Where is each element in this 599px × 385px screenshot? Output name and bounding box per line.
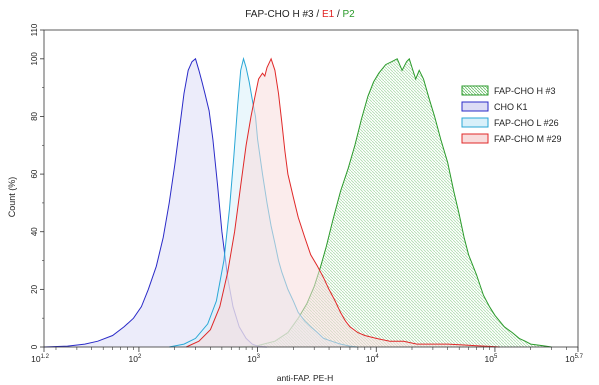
legend-label-3: FAP-CHO M #29 [494, 134, 562, 144]
x-tick-label: 104 [366, 354, 379, 364]
x-tick-label: 105 [485, 354, 498, 364]
series-line-0 [239, 57, 552, 348]
series-area-1 [44, 58, 267, 348]
y-tick-label: 0 [30, 344, 39, 349]
chart-title: FAP-CHO H #3 / E1 / P2 [245, 9, 355, 20]
y-tick-label: 20 [30, 284, 39, 293]
axes: 0 20 40 60 80 100 110 101.2 102 103 104 105 105.7 [30, 23, 584, 364]
x-tick-label: 103 [247, 354, 260, 364]
y-tick-label: 80 [30, 111, 39, 120]
title-part-0: FAP-CHO H #3 [245, 9, 314, 20]
plot-frame [43, 29, 579, 348]
legend: FAP-CHO H #3 CHO K1 FAP-CHO L #26 FAP-CHO M… [461, 85, 562, 144]
x-tick-label: 105.7 [565, 354, 583, 364]
title-part-1: / [314, 9, 322, 20]
plot-area [43, 56, 552, 348]
y-tick-label: 40 [30, 227, 39, 236]
legend-label-2: FAP-CHO L #26 [494, 118, 559, 128]
y-tick-label: 110 [30, 23, 39, 36]
legend-label-0: FAP-CHO H #3 [494, 86, 556, 96]
legend-label-1: CHO K1 [494, 102, 528, 112]
title-part-3: / [334, 9, 342, 20]
y-axis-label: Count (%) [7, 177, 17, 218]
x-axis-label: anti-FAP. PE-H [277, 373, 334, 383]
x-tick-label: 101.2 [31, 354, 49, 364]
y-tick-label: 100 [30, 52, 39, 66]
series-area-0 [239, 58, 552, 348]
legend-swatch-3 [461, 133, 489, 144]
title-part-2: E1 [322, 9, 335, 20]
title-part-4: P2 [343, 9, 356, 20]
series-area-3 [186, 58, 500, 348]
y-tick-label: 60 [30, 169, 39, 178]
legend-swatch-1 [461, 101, 489, 112]
series-line-3 [185, 57, 500, 348]
legend-swatch-2 [461, 117, 489, 128]
legend-swatch-0 [461, 85, 489, 96]
x-tick-label: 102 [129, 354, 142, 364]
